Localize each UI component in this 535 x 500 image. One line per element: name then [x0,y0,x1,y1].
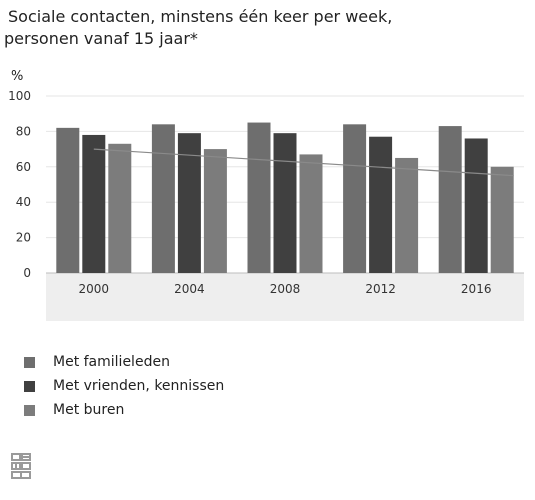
y-tick-label: 100 [8,89,31,103]
bar-vrienden-2004 [177,133,201,273]
x-tick-label: 2012 [365,282,396,296]
legend-item-vrienden: Met vrienden, kennissen [24,374,224,398]
trend-line-buren [93,148,514,177]
x-axis-band [46,273,524,321]
bar-vrienden-2000 [82,134,106,273]
bar-buren-2016 [490,166,514,273]
y-tick-label: 80 [16,124,31,138]
chart-title-line-2: personen vanaf 15 jaar* [4,29,198,48]
bar-vrienden-2016 [464,138,488,273]
bar-chart: % 0 20 40 60 80 100 2000 2004 2008 2012 2016 [8,69,524,321]
legend-swatch [24,404,35,416]
y-axis-label: % [11,69,23,84]
bar-vrienden-2008 [273,133,297,273]
x-tick-label: 2016 [461,282,492,296]
cbs-logo-icon [11,453,31,479]
x-tick-label: 2004 [174,282,205,296]
legend-swatch [24,380,35,392]
legend-swatch [24,356,35,368]
bar-buren-2012 [395,157,419,273]
x-tick-label: 2000 [79,282,110,296]
y-tick-label: 40 [16,195,31,209]
legend-item-familieleden: Met familieleden [24,350,224,374]
y-tick-label: 20 [16,231,31,245]
x-tick-label: 2008 [270,282,301,296]
bar-buren-2000 [108,143,132,273]
legend-label: Met vrienden, kennissen [53,378,225,394]
bar-familieleden-2004 [151,124,175,273]
bar-familieleden-2000 [56,127,80,273]
bar-familieleden-2008 [247,122,271,273]
chart-title-line-1: Sociale contacten, minstens één keer per… [8,7,393,26]
bar-buren-2004 [203,149,227,273]
bar-vrienden-2012 [369,136,393,273]
legend-item-buren: Met buren [24,398,224,422]
bar-familieleden-2012 [343,124,367,273]
y-tick-label: 60 [16,160,31,174]
bar-familieleden-2016 [438,126,462,273]
legend: Met familieleden Met vrienden, kennissen M… [24,350,224,422]
bar-buren-2008 [299,154,323,273]
legend-label: Met buren [53,402,125,418]
chart-title: Sociale contacten, minstens één keer per… [4,6,524,50]
y-tick-label: 0 [23,266,31,280]
legend-label: Met familieleden [53,354,170,370]
